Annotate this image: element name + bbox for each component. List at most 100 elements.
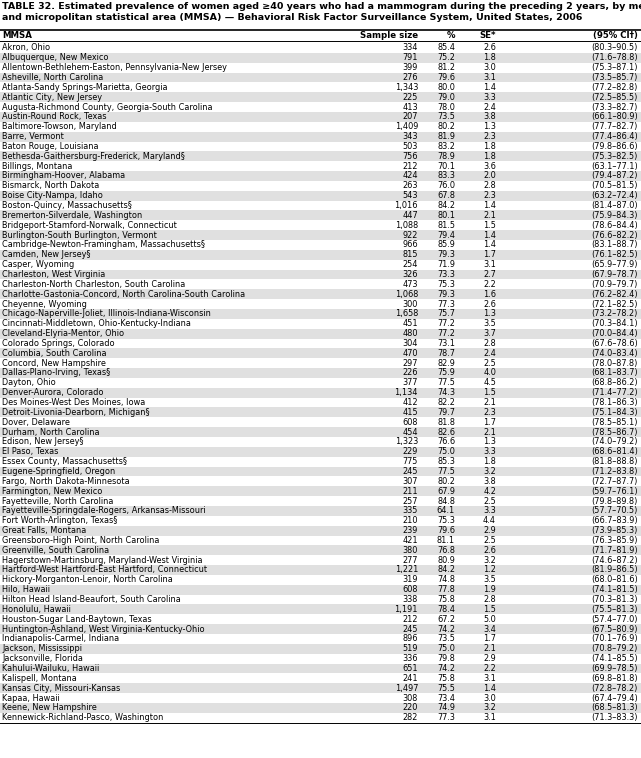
Text: 79.6: 79.6	[437, 526, 455, 535]
Text: 896: 896	[403, 634, 418, 644]
Text: 75.9: 75.9	[437, 368, 455, 377]
Text: 1.5: 1.5	[483, 221, 496, 230]
Text: (74.1–85.5): (74.1–85.5)	[592, 654, 638, 663]
Text: (80.3–90.5): (80.3–90.5)	[592, 43, 638, 52]
Text: Atlantic City, New Jersey: Atlantic City, New Jersey	[2, 92, 102, 102]
Text: 212: 212	[403, 615, 418, 624]
Text: Fargo, North Dakota-Minnesota: Fargo, North Dakota-Minnesota	[2, 477, 129, 486]
Text: 1,134: 1,134	[394, 388, 418, 397]
Text: 67.2: 67.2	[437, 615, 455, 624]
Text: (66.1–80.9): (66.1–80.9)	[591, 112, 638, 121]
Text: 335: 335	[403, 506, 418, 515]
Bar	[0, 270, 641, 280]
Text: 415: 415	[403, 408, 418, 417]
Bar	[0, 624, 641, 634]
Text: (70.1–76.9): (70.1–76.9)	[592, 634, 638, 644]
Text: (78.5–86.7): (78.5–86.7)	[592, 428, 638, 437]
Text: 83.3: 83.3	[437, 171, 455, 180]
Text: 70.1: 70.1	[437, 161, 455, 171]
Text: 3.6: 3.6	[483, 161, 496, 171]
Text: 326: 326	[403, 270, 418, 279]
Text: 79.8: 79.8	[437, 654, 455, 663]
Text: 2.2: 2.2	[483, 664, 496, 673]
Text: 80.9: 80.9	[437, 556, 455, 565]
Text: 1.2: 1.2	[483, 565, 496, 575]
Text: 473: 473	[403, 280, 418, 289]
Text: (79.8–86.6): (79.8–86.6)	[592, 142, 638, 151]
Text: 1.5: 1.5	[483, 388, 496, 397]
Text: (70.8–79.2): (70.8–79.2)	[592, 644, 638, 653]
Text: 470: 470	[403, 349, 418, 358]
Text: (70.0–84.4): (70.0–84.4)	[592, 329, 638, 338]
Text: 74.2: 74.2	[437, 664, 455, 673]
Text: 1,343: 1,343	[395, 83, 418, 92]
Text: 78.4: 78.4	[437, 605, 455, 614]
Text: Fayetteville-Springdale-Rogers, Arkansas-Missouri: Fayetteville-Springdale-Rogers, Arkansas…	[2, 506, 206, 515]
Text: Keene, New Hampshire: Keene, New Hampshire	[2, 703, 97, 713]
Text: (76.2–82.4): (76.2–82.4)	[592, 290, 638, 299]
Text: Kansas City, Missouri-Kansas: Kansas City, Missouri-Kansas	[2, 684, 121, 693]
Text: 399: 399	[403, 63, 418, 72]
Text: (67.9–78.7): (67.9–78.7)	[592, 270, 638, 279]
Text: 78.7: 78.7	[437, 349, 455, 358]
Text: 2.3: 2.3	[483, 408, 496, 417]
Bar	[0, 368, 641, 378]
Bar	[0, 152, 641, 161]
Text: 304: 304	[403, 339, 418, 348]
Text: 75.3: 75.3	[437, 280, 455, 289]
Text: 1.4: 1.4	[483, 230, 496, 240]
Text: 3.0: 3.0	[483, 63, 496, 72]
Text: Hagerstown-Martinsburg, Maryland-West Virginia: Hagerstown-Martinsburg, Maryland-West Vi…	[2, 556, 203, 565]
Text: 75.8: 75.8	[437, 674, 455, 683]
Text: MMSA: MMSA	[2, 31, 32, 40]
Text: Charleston-North Charleston, South Carolina: Charleston-North Charleston, South Carol…	[2, 280, 185, 289]
Bar	[0, 584, 641, 594]
Text: (70.3–81.3): (70.3–81.3)	[592, 595, 638, 604]
Text: 210: 210	[403, 516, 418, 525]
Text: (69.9–78.5): (69.9–78.5)	[592, 664, 638, 673]
Text: 211: 211	[403, 487, 418, 496]
Text: (68.1–83.7): (68.1–83.7)	[592, 368, 638, 377]
Text: 3.3: 3.3	[483, 506, 496, 515]
Text: 413: 413	[403, 102, 418, 111]
Text: 421: 421	[403, 536, 418, 545]
Text: Akron, Ohio: Akron, Ohio	[2, 43, 50, 52]
Text: 334: 334	[403, 43, 418, 52]
Text: 3.8: 3.8	[483, 477, 496, 486]
Text: 212: 212	[403, 161, 418, 171]
Text: 1.8: 1.8	[483, 142, 496, 151]
Text: (81.9–86.5): (81.9–86.5)	[592, 565, 638, 575]
Bar	[0, 604, 641, 614]
Text: Billings, Montana: Billings, Montana	[2, 161, 72, 171]
Text: 84.2: 84.2	[437, 565, 455, 575]
Text: (81.8–88.8): (81.8–88.8)	[592, 457, 638, 466]
Text: 3.7: 3.7	[483, 329, 496, 338]
Bar	[0, 230, 641, 240]
Text: 1.8: 1.8	[483, 457, 496, 466]
Text: 75.5: 75.5	[437, 684, 455, 693]
Text: 75.0: 75.0	[437, 644, 455, 653]
Text: 1,068: 1,068	[395, 290, 418, 299]
Text: (63.1–77.1): (63.1–77.1)	[591, 161, 638, 171]
Text: 2.8: 2.8	[483, 339, 496, 348]
Text: Hilton Head Island-Beaufort, South Carolina: Hilton Head Island-Beaufort, South Carol…	[2, 595, 181, 604]
Text: 319: 319	[403, 575, 418, 584]
Text: Eugene-Springfield, Oregon: Eugene-Springfield, Oregon	[2, 467, 115, 476]
Bar	[0, 565, 641, 575]
Text: Burlington-South Burlington, Vermont: Burlington-South Burlington, Vermont	[2, 230, 157, 240]
Text: 207: 207	[403, 112, 418, 121]
Bar	[0, 683, 641, 693]
Text: 81.9: 81.9	[437, 132, 455, 141]
Text: 3.1: 3.1	[483, 674, 496, 683]
Text: 82.9: 82.9	[437, 359, 455, 368]
Text: 815: 815	[403, 250, 418, 259]
Bar	[0, 132, 641, 142]
Text: Colorado Springs, Colorado: Colorado Springs, Colorado	[2, 339, 115, 348]
Text: 75.7: 75.7	[437, 309, 455, 318]
Text: 71.9: 71.9	[437, 260, 455, 269]
Text: 73.5: 73.5	[437, 112, 455, 121]
Text: 608: 608	[403, 418, 418, 427]
Text: 412: 412	[403, 398, 418, 407]
Text: 83.2: 83.2	[437, 142, 455, 151]
Text: (72.7–87.7): (72.7–87.7)	[592, 477, 638, 486]
